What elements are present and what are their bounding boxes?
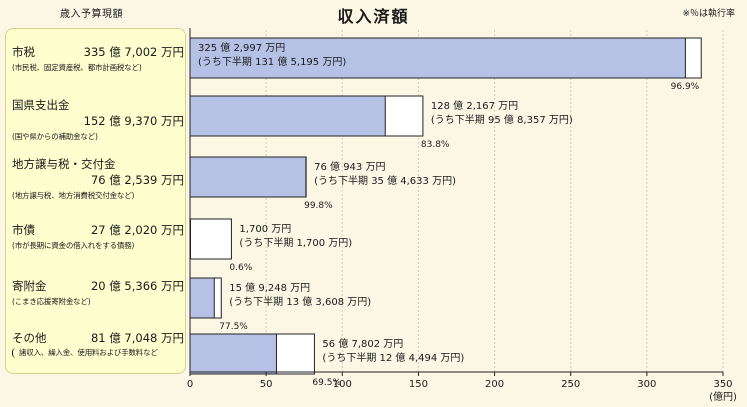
x-tick-label: 150 [409,379,428,390]
category-note: (地方譲与税、地方消費税交付金など) [12,191,135,200]
category-label-national-prefectural: 国県支出金 152 億 9,370 万円 (国や県からの補助金など) [12,97,192,142]
execution-rate-label: 0.6% [229,263,252,273]
execution-rate-label: 83.8% [421,140,450,150]
second-half-value-label: (うち下半期 12 億 4,494 万円) [322,351,464,364]
x-tick-label: 0 [187,379,193,390]
data-labels: 325 億 2,997 万円(うち下半期 131 億 5,195 万円) 96.9… [198,41,700,388]
x-axis: 0 50 100 150 200 250 300 350(億円) [187,28,737,403]
bars [189,37,702,375]
category-budget: 76 億 2,539 万円 [90,173,184,187]
category-note: (こまき応援寄附金など) [12,297,91,306]
actual-bar [189,277,215,319]
category-name: 地方譲与税・交付金 [12,157,116,171]
actual-value-label: 325 億 2,997 万円 [198,41,285,54]
second-half-value-label: (うち下半期 131 億 5,195 万円) [198,55,346,68]
category-note: (市が長期に資金の借入れをする債務) [12,241,135,250]
actual-value-label: 128 億 2,167 万円 [431,99,518,112]
category-label-panel [5,28,186,374]
actual-value-label: 15 億 9,248 万円 [229,281,310,294]
execution-rate-label: 69.5% [312,378,341,388]
actual-value-label: 76 億 943 万円 [314,160,385,173]
x-tick-label: 200 [485,379,504,390]
execution-rate-label: 77.5% [219,322,248,332]
x-tick-label: 100 [333,379,352,390]
category-label-other: その他 81 億 7,048 万円 諸収入、繰入金、使用料および手数料など [12,330,192,358]
actual-value-label: 1,700 万円 [239,224,291,235]
chart-title: 収入済額 [337,7,410,26]
second-half-value-label: (うち下半期 95 億 8,357 万円) [431,113,573,126]
second-half-value-label: (うち下半期 13 億 3,608 万円) [229,295,371,308]
execution-rate-label: 96.9% [671,82,700,92]
execution-rate-label: 99.8% [304,201,333,211]
actual-value-label: 56 億 7,802 万円 [322,337,403,350]
x-tick-label: 250 [561,379,580,390]
budget-column-header: 歳入予算現額 [60,9,123,20]
second-half-value-label: (うち下半期 35 億 4,633 万円) [314,174,456,187]
second-half-value-label: (うち下半期 1,700 万円) [239,236,352,249]
x-tick-label: 300 [637,379,656,390]
category-name: 寄附金 [12,279,47,293]
category-budget: 27 億 2,020 万円 [90,223,184,237]
category-budget: 81 億 7,048 万円 [90,331,184,345]
grid-lines [189,30,724,372]
category-label-city-tax: 市税 335 億 7,002 万円 (市民税、固定資産税、都市計画税など) [12,44,192,73]
category-note: 諸収入、繰入金、使用料および手数料など [12,348,169,358]
category-name: その他 [12,331,47,345]
category-name: 市税 [12,45,35,59]
category-budget: 152 億 9,370 万円 [83,114,184,128]
x-tick-label: 50 [260,379,273,390]
category-label-donations: 寄附金 20 億 5,366 万円 (こまき応援寄附金など) [12,278,192,307]
x-axis-unit-label: (億円) [709,390,737,403]
category-budget: 335 億 7,002 万円 [83,45,184,59]
category-label-local-transfer: 地方譲与税・交付金 76 億 2,539 万円 (地方譲与税、地方消費税交付金な… [12,156,192,201]
category-name: 国県支出金 [12,98,70,112]
actual-bar [189,37,686,79]
category-note: (市民税、固定資産税、都市計画税など) [12,63,142,72]
actual-bar [189,333,277,375]
x-tick-label: 350 [713,379,732,390]
category-note: (国や県からの補助金など) [12,132,98,141]
rate-note: ※％は執行率 [682,9,735,19]
actual-bar [189,156,307,198]
category-name: 市債 [12,223,35,237]
actual-bar [189,95,386,137]
budget-bar [189,218,232,260]
category-label-municipal-bonds: 市債 27 億 2,020 万円 (市が長期に資金の借入れをする債務) [12,222,192,251]
category-budget: 20 億 5,366 万円 [90,279,184,293]
